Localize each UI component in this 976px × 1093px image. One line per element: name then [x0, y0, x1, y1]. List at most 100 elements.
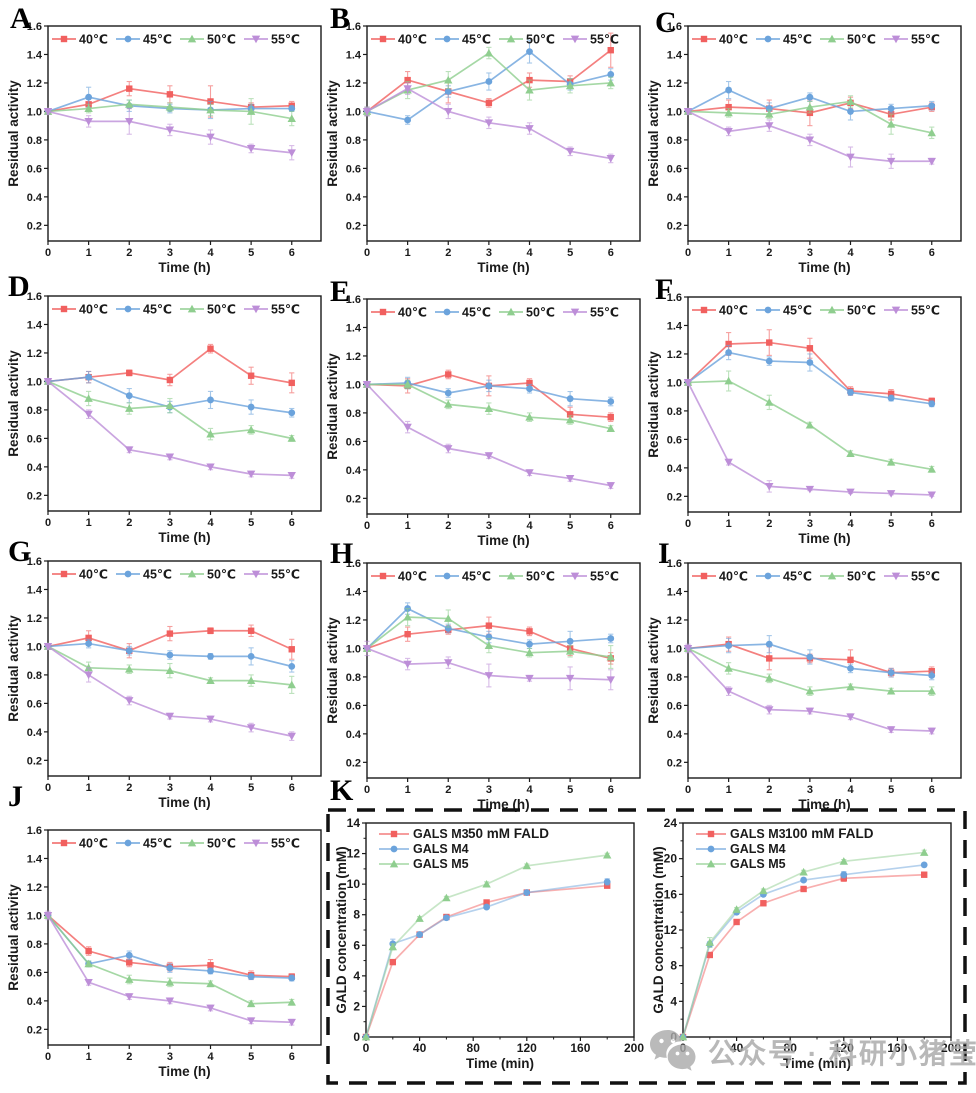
plot-border	[687, 562, 962, 779]
y-tick-label: 10	[347, 877, 361, 891]
x-tick-label: 1	[86, 1051, 92, 1063]
x-tick-label: 6	[289, 1051, 295, 1063]
y-tick-label: 0.2	[346, 493, 361, 505]
x-tick-label: 5	[567, 247, 573, 259]
x-tick-label: 200	[624, 1041, 644, 1055]
x-tick-label: 5	[248, 247, 254, 259]
error-bars	[685, 379, 935, 497]
legend-label: 45℃	[143, 568, 172, 582]
x-tick-label: 40	[730, 1041, 744, 1055]
chart-a: 0 1 2 3 4 5 6 0.2 0.4 0.6 0.8 1.0 1.2 1.4 1.6 Time (h) R…	[6, 21, 322, 275]
panel-g: 0 1 2 3 4 5 6 0.2 0.4 0.6 0.8 1.0 1.2 1.4 1.6 Time (h) R…	[6, 543, 330, 816]
x-axis: 0 1 2 3 4 5 6	[45, 511, 295, 529]
y-tick-label: 12	[347, 847, 361, 861]
y-tick-label: 1.0	[27, 641, 42, 653]
y-tick-label: 1.2	[667, 349, 682, 361]
error-bars	[390, 878, 610, 949]
series-markers	[43, 378, 296, 480]
legend-label: 45℃	[783, 570, 812, 584]
x-tick-label: 1	[726, 518, 732, 530]
watermark: 公众号 · 科研小猪莹	[648, 1028, 976, 1076]
y-tick-label: 0.2	[27, 220, 42, 232]
series-markers	[683, 376, 936, 473]
x-axis: 0 1 2 3 4 5 6	[364, 778, 614, 796]
series-50℃	[43, 642, 296, 694]
chart-c: 0 1 2 3 4 5 6 0.2 0.4 0.6 0.8 1.0 1.2 1.4 1.6 Time (h) R…	[646, 21, 962, 275]
panel-letter-c: C	[655, 6, 677, 39]
y-tick-label: 24	[664, 816, 678, 830]
legend: 40℃ 45℃ 50℃ 55℃	[692, 33, 940, 47]
legend-label: 40℃	[719, 570, 748, 584]
y-tick-label: 1.2	[667, 78, 682, 90]
panel-letter-k: K	[330, 774, 354, 807]
legend-label: 40℃	[79, 303, 108, 317]
panel-k-right: 0408012016020004812162024Time (min)GALD …	[651, 811, 963, 1082]
x-axis: 0 1 2 3 4 5 6	[45, 1045, 295, 1063]
x-tick-label: 6	[929, 784, 935, 796]
panel-letter-g: G	[8, 535, 32, 568]
series-50℃	[43, 911, 296, 1008]
y-axis-title: Residual activity	[8, 615, 21, 722]
legend: 40℃ 45℃ 50℃ 55℃	[52, 837, 300, 851]
legend-label: 55℃	[911, 33, 940, 47]
series-markers	[362, 85, 615, 163]
plot-border	[47, 25, 322, 242]
watermark-text: 公众号 · 科研小猪莹	[708, 1038, 976, 1069]
y-axis: 0.2 0.4 0.6 0.8 1.0 1.2 1.4 1.6	[27, 556, 48, 767]
plot-border	[682, 822, 952, 1038]
y-tick-label: 0.8	[27, 405, 42, 417]
y-tick-label: 12	[664, 923, 678, 937]
y-tick-label: 0.2	[346, 220, 361, 232]
x-tick-label: 1	[86, 517, 92, 529]
x-tick-label: 2	[126, 782, 132, 794]
k-dashed-border	[326, 808, 967, 1085]
x-tick-label: 3	[167, 517, 173, 529]
x-tick-label: 4	[207, 782, 214, 794]
x-tick-label: 1	[86, 782, 92, 794]
y-axis-title: Residual activity	[327, 617, 340, 724]
x-tick-label: 5	[248, 782, 254, 794]
y-tick-label: 1.2	[346, 78, 361, 90]
y-tick-label: 1.4	[667, 586, 683, 598]
legend-label: GALS M3	[413, 827, 469, 841]
y-tick-label: 1.0	[667, 377, 682, 389]
condition-annotation: 100 mM FALD	[785, 826, 874, 841]
y-tick-label: 1.6	[346, 294, 361, 306]
x-tick-label: 80	[467, 1041, 481, 1055]
error-bars	[45, 343, 295, 394]
x-tick-label: 6	[608, 784, 614, 796]
x-tick-label: 3	[486, 784, 492, 796]
series-markers	[683, 645, 936, 736]
x-tick-label: 1	[726, 784, 732, 796]
plot-border	[47, 560, 322, 777]
chart-j: 0 1 2 3 4 5 6 0.2 0.4 0.6 0.8 1.0 1.2 1.4 1.6 Time (h) R…	[6, 825, 322, 1079]
x-tick-label: 0	[45, 782, 51, 794]
y-tick-label: 1.2	[27, 348, 42, 360]
legend-label: 45℃	[783, 33, 812, 47]
x-tick-label: 4	[847, 784, 854, 796]
x-tick-label: 2	[126, 1051, 132, 1063]
y-tick-label: 0.8	[667, 406, 682, 418]
legend-label: 50℃	[847, 304, 876, 318]
y-tick-label: 0.6	[27, 433, 42, 445]
y-tick-label: 1.4	[27, 49, 43, 61]
series-markers	[43, 912, 296, 1027]
y-tick-label: 0.8	[346, 135, 361, 147]
legend-label: 40℃	[398, 33, 427, 47]
x-axis-title: Time (h)	[798, 531, 850, 546]
y-tick-label: 1.0	[27, 376, 42, 388]
y-tick-label: 1.0	[27, 910, 42, 922]
series-line	[47, 914, 292, 1005]
y-tick-label: 0.2	[667, 757, 682, 769]
y-tick-label: 6	[353, 938, 360, 952]
x-axis-title: Time (h)	[477, 533, 529, 548]
x-axis: 0 1 2 3 4 5 6	[45, 776, 295, 794]
y-axis-title: Residual activity	[8, 884, 21, 991]
x-tick-label: 120	[834, 1041, 854, 1055]
legend: 40℃ 45℃ 50℃ 55℃	[371, 33, 619, 47]
x-tick-label: 4	[207, 247, 214, 259]
x-tick-label: 0	[45, 247, 51, 259]
series-45℃	[684, 344, 936, 408]
y-tick-label: 0.6	[667, 434, 682, 446]
y-tick-label: 1.4	[667, 320, 683, 332]
